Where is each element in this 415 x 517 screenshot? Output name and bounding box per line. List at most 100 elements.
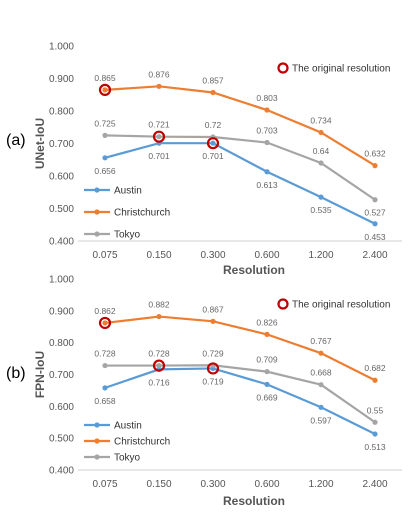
panel-label: (b) (6, 365, 26, 382)
legend-swatch-marker (94, 187, 100, 193)
data-point (318, 350, 324, 356)
series-line-christchurch (104, 85, 376, 167)
data-point (102, 362, 108, 369)
legend-swatch-marker (94, 231, 100, 237)
data-point (372, 419, 378, 425)
legend-label: Christchurch (114, 437, 170, 448)
data-point (156, 313, 162, 320)
data-point (210, 318, 216, 324)
original-resolution-marker (152, 359, 166, 372)
original-resolution-marker (206, 137, 220, 150)
data-label: 0.613 (256, 180, 278, 190)
x-tick-label: 0.075 (92, 479, 117, 490)
data-point (318, 129, 324, 136)
data-point (372, 431, 378, 437)
x-tick-label: 1.200 (308, 250, 333, 261)
legend-swatch-marker (94, 454, 100, 460)
data-point (264, 331, 270, 337)
y-axis-title: UNet-IoU (33, 118, 47, 169)
y-tick-label: 0.500 (49, 434, 74, 445)
y-tick-label: 1.000 (49, 42, 74, 53)
data-label: 0.862 (94, 306, 116, 316)
data-label: 0.701 (202, 151, 224, 161)
series-line-austin (104, 367, 376, 436)
data-label: 0.669 (256, 392, 278, 402)
data-point (264, 169, 270, 175)
data-label: 0.716 (148, 377, 170, 387)
panel-label: (a) (6, 132, 26, 149)
data-label: 0.857 (202, 75, 224, 85)
data-label: 0.535 (310, 205, 332, 215)
data-point (318, 194, 324, 200)
data-point (156, 134, 162, 140)
data-point (318, 404, 324, 410)
y-tick-label: 0.900 (49, 74, 74, 85)
data-label: 0.803 (256, 93, 278, 103)
legend-original-resolution-label: The original resolution (292, 64, 390, 75)
y-tick-label: 0.600 (49, 402, 74, 413)
data-label: 0.865 (94, 73, 116, 83)
series-line-tokyo (105, 364, 376, 424)
data-label: 0.64 (313, 146, 330, 156)
y-tick-label: 0.800 (49, 338, 74, 349)
data-point (264, 381, 270, 387)
y-tick-label: 0.600 (49, 172, 74, 183)
data-label: 0.668 (310, 368, 332, 378)
data-label: 0.701 (148, 151, 170, 161)
original-resolution-marker (98, 83, 112, 96)
legend-swatch-marker (94, 438, 100, 444)
x-tick-label: 0.300 (200, 250, 225, 261)
data-label: 0.826 (256, 317, 278, 327)
data-label: 0.55 (367, 405, 384, 415)
y-tick-label: 0.400 (49, 466, 74, 477)
y-tick-label: 0.700 (49, 370, 74, 381)
data-label: 0.513 (364, 442, 386, 452)
data-label: 0.882 (148, 300, 170, 310)
series-line-christchurch (104, 315, 376, 382)
data-point (102, 320, 108, 326)
data-point (156, 83, 162, 89)
data-point (210, 89, 216, 96)
legend-label: Austin (114, 186, 142, 197)
data-point (102, 155, 108, 161)
data-label: 0.725 (94, 118, 116, 128)
series-line-tokyo (104, 134, 376, 201)
y-tick-label: 0.500 (49, 204, 74, 215)
legend-label: Austin (114, 421, 142, 432)
data-point (372, 377, 378, 383)
x-tick-label: 0.075 (92, 250, 117, 261)
data-point (264, 107, 270, 113)
y-tick-label: 1.000 (49, 275, 74, 286)
data-label: 0.734 (310, 115, 332, 125)
data-label: 0.721 (148, 120, 170, 130)
x-tick-label: 0.600 (254, 250, 279, 261)
data-label: 0.728 (148, 349, 170, 359)
data-label: 0.719 (202, 376, 224, 386)
x-tick-label: 2.400 (362, 479, 387, 490)
y-axis-title: FPN-IoU (33, 351, 47, 398)
data-point (264, 369, 270, 375)
original-resolution-marker (98, 316, 112, 330)
legend-label: Tokyo (114, 453, 141, 464)
y-tick-label: 0.400 (49, 237, 74, 248)
data-label: 0.632 (364, 149, 386, 159)
data-point (372, 197, 378, 203)
data-label: 0.867 (202, 304, 224, 314)
data-label: 0.656 (94, 166, 116, 176)
x-axis-title: Resolution (223, 494, 285, 508)
data-label: 0.597 (310, 415, 332, 425)
chart-panel-b: (b) FPN-IoU 0.400 0.500 0.600 0.700 0.800 0.900… (6, 275, 402, 508)
x-tick-label: 2.400 (362, 250, 387, 261)
legend-original-resolution-label: The original resolution (292, 300, 390, 311)
original-resolution-marker (152, 130, 166, 143)
data-point (372, 163, 378, 169)
data-label: 0.729 (202, 348, 224, 358)
data-point (318, 160, 324, 166)
data-point (264, 139, 270, 146)
data-label: 0.876 (148, 69, 170, 79)
data-label: 0.703 (256, 126, 278, 136)
legend-original-resolution-icon (277, 62, 289, 74)
x-axis-title: Resolution (223, 263, 285, 277)
legend-label: Tokyo (114, 230, 141, 241)
